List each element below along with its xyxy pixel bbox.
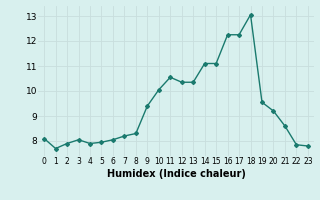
X-axis label: Humidex (Indice chaleur): Humidex (Indice chaleur): [107, 169, 245, 179]
